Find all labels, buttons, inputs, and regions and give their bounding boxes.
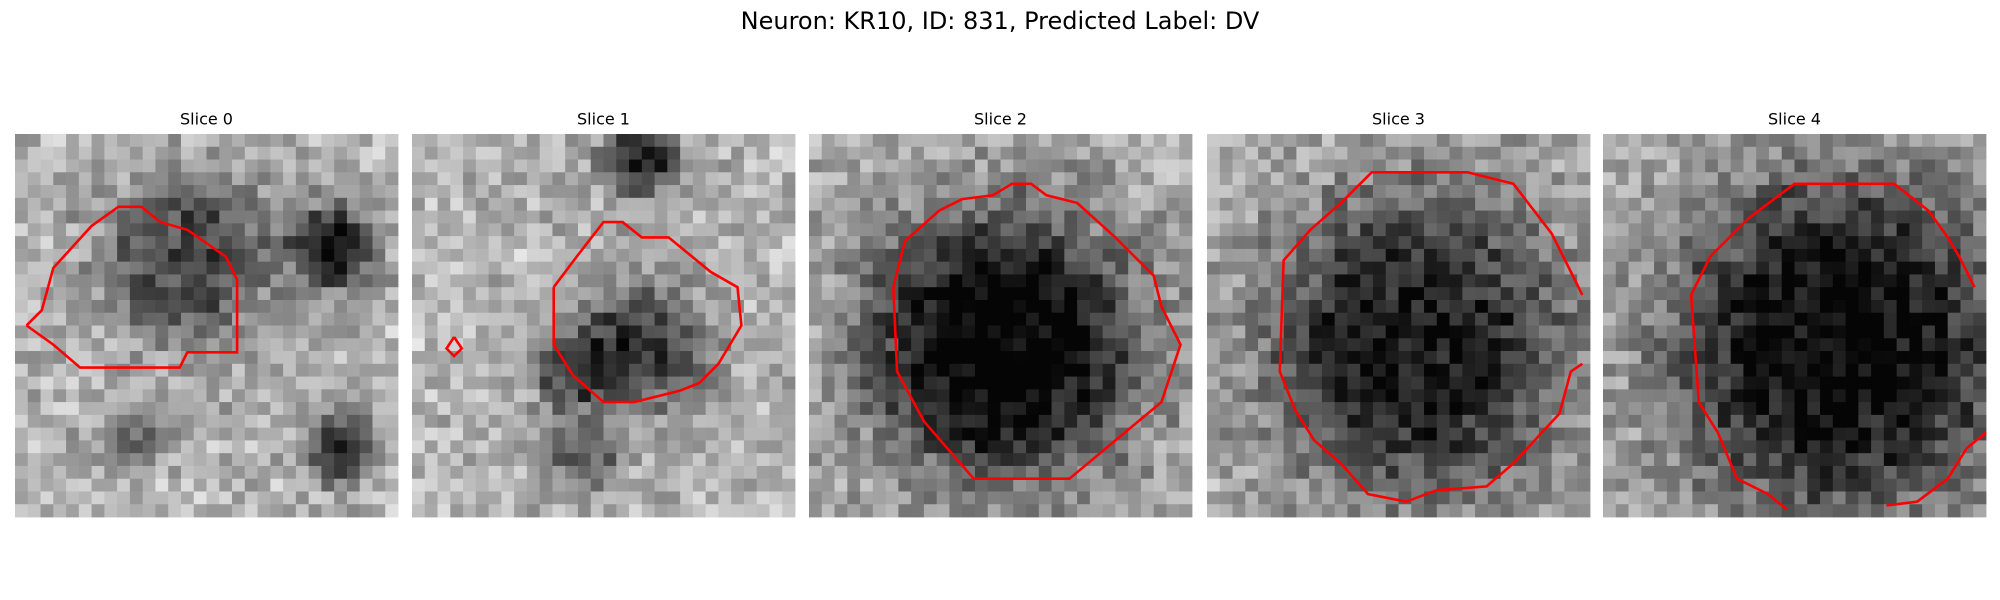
slice-title: Slice 3 <box>1372 110 1425 129</box>
contour <box>1278 171 1584 504</box>
slice-title: Slice 2 <box>974 110 1027 129</box>
slice-title: Slice 4 <box>1768 110 1821 129</box>
slice-panel: Slice 3 <box>1207 110 1591 518</box>
slice-title: Slice 0 <box>180 110 233 129</box>
contour <box>444 336 464 358</box>
slice-panel: Slice 1 <box>412 110 796 518</box>
contour <box>552 220 743 404</box>
contour <box>1886 431 1987 507</box>
slice-title: Slice 1 <box>577 110 630 129</box>
slice-image <box>412 134 796 518</box>
contour <box>1689 182 1976 511</box>
slice-image <box>809 134 1193 518</box>
slice-image <box>1603 134 1987 518</box>
slice-panel: Slice 0 <box>15 110 399 518</box>
contour <box>25 205 239 369</box>
slice-panel: Slice 4 <box>1603 110 1987 518</box>
figure-title: Neuron: KR10, ID: 831, Predicted Label: … <box>741 7 1260 35</box>
slice-image <box>1207 134 1591 518</box>
slice-image <box>15 134 399 518</box>
contour <box>891 182 1182 481</box>
slice-panel: Slice 2 <box>809 110 1193 518</box>
